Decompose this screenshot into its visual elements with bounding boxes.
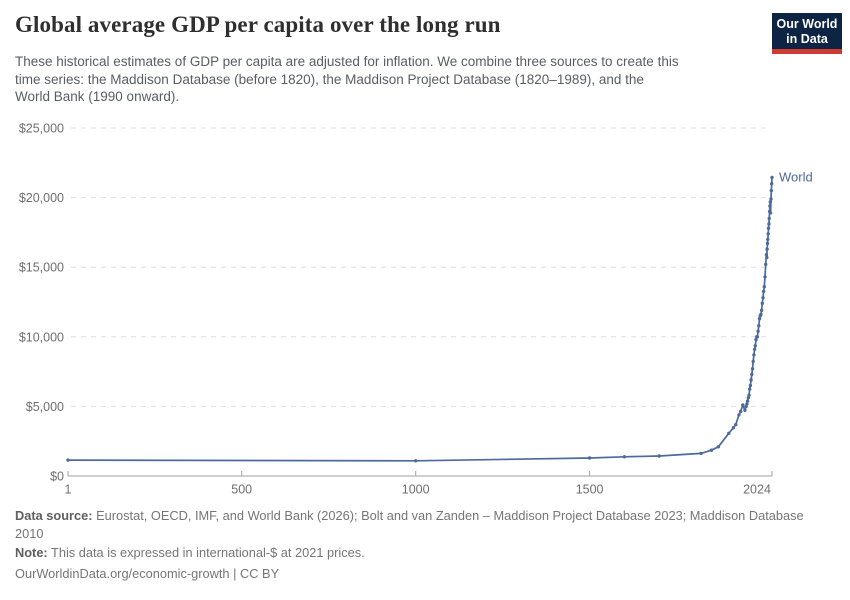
data-point-marker[interactable] [414,459,418,463]
owid-logo-box: Our World in Data [772,13,842,49]
data-point-marker[interactable] [755,335,760,339]
data-point-marker[interactable] [766,226,771,230]
data-point-marker[interactable] [657,454,661,458]
data-point-marker[interactable] [750,372,754,377]
owid-logo-line2: in Data [786,32,828,46]
data-source-text: Eurostat, OECD, IMF, and World Bank (202… [15,508,804,541]
data-point-marker[interactable] [709,448,714,452]
data-point-marker[interactable] [750,367,755,371]
data-point-marker[interactable] [66,458,70,462]
data-point-marker[interactable] [716,445,721,449]
data-point-marker[interactable] [761,289,766,294]
data-source-row: Data source: Eurostat, OECD, IMF, and Wo… [15,507,837,543]
x-axis-tick-label: 1000 [402,483,430,497]
owid-url-link[interactable]: OurWorldinData.org/economic-growth | CC … [15,566,280,581]
data-point-marker[interactable] [767,222,771,226]
chart-footer: Data source: Eurostat, OECD, IMF, and Wo… [15,507,837,583]
data-point-marker[interactable] [762,285,766,289]
owid-logo-accent [772,49,842,54]
data-point-marker[interactable] [768,200,772,204]
data-point-marker[interactable] [768,211,773,215]
data-point-marker[interactable] [764,262,768,267]
data-point-marker[interactable] [749,378,753,382]
data-point-marker[interactable] [765,247,769,251]
owid-logo[interactable]: Our World in Data [772,13,842,54]
data-point-marker[interactable] [745,402,749,406]
data-point-marker[interactable] [747,393,751,397]
data-point-marker[interactable] [769,197,773,201]
data-point-marker[interactable] [752,347,757,351]
data-point-marker[interactable] [727,431,731,435]
data-point-marker[interactable] [731,426,736,430]
x-axis-tick-label: 1500 [576,483,604,497]
data-point-marker[interactable] [699,451,703,456]
chart-subtitle: These historical estimates of GDP per ca… [15,54,679,104]
data-point-marker[interactable] [757,317,762,321]
data-point-marker[interactable] [765,241,770,246]
data-point-marker[interactable] [765,255,769,260]
data-point-marker[interactable] [770,182,774,186]
note-text: This data is expressed in international-… [51,545,365,560]
data-point-marker[interactable] [748,387,752,391]
data-point-marker[interactable] [754,337,758,342]
x-axis-tick-label: 2024 [743,483,771,497]
data-point-marker[interactable] [764,253,769,257]
data-point-marker[interactable] [759,312,763,317]
data-point-marker[interactable] [737,413,741,417]
data-point-marker[interactable] [769,188,773,193]
y-axis-tick-label: $20,000 [19,191,64,205]
y-axis-tick-label: $15,000 [19,261,64,275]
data-point-marker[interactable] [768,204,772,208]
owid-logo-line1: Our World [776,17,838,31]
y-axis-tick-label: $10,000 [19,330,64,344]
data-point-marker[interactable] [748,383,753,388]
data-source-label: Data source: [15,508,93,523]
data-point-marker[interactable] [751,359,755,363]
data-point-marker[interactable] [770,175,774,180]
data-point-marker[interactable] [763,275,767,279]
note-label: Note: [15,545,48,560]
data-point-marker[interactable] [745,399,750,403]
data-point-marker[interactable] [622,455,627,459]
data-point-marker[interactable] [741,403,745,407]
note-row: Note: This data is expressed in internat… [15,544,837,562]
gdp-line-world[interactable] [67,176,773,462]
y-axis-tick-label: $25,000 [19,122,64,136]
data-point-marker[interactable] [753,344,757,348]
data-point-marker[interactable] [752,353,756,357]
data-point-marker[interactable] [759,308,764,313]
data-point-marker[interactable] [760,301,764,306]
x-axis-tick-label: 500 [231,483,252,497]
x-axis-tick-label: 1 [65,483,72,497]
page-title: Global average GDP per capita over the l… [15,12,501,37]
data-point-marker[interactable] [766,237,770,242]
y-axis-tick-label: $5,000 [26,400,64,414]
data-point-marker[interactable] [767,216,771,221]
series-label-world[interactable]: World [779,169,813,184]
data-point-marker[interactable] [761,296,765,300]
data-point-marker[interactable] [757,324,761,328]
data-point-marker[interactable] [743,408,747,412]
data-point-marker[interactable] [587,456,592,460]
data-point-marker[interactable] [756,329,760,333]
data-point-marker[interactable] [739,409,743,414]
data-point-marker[interactable] [734,422,738,427]
data-point-marker[interactable] [766,232,770,236]
y-axis-tick-label: $0 [50,470,64,484]
